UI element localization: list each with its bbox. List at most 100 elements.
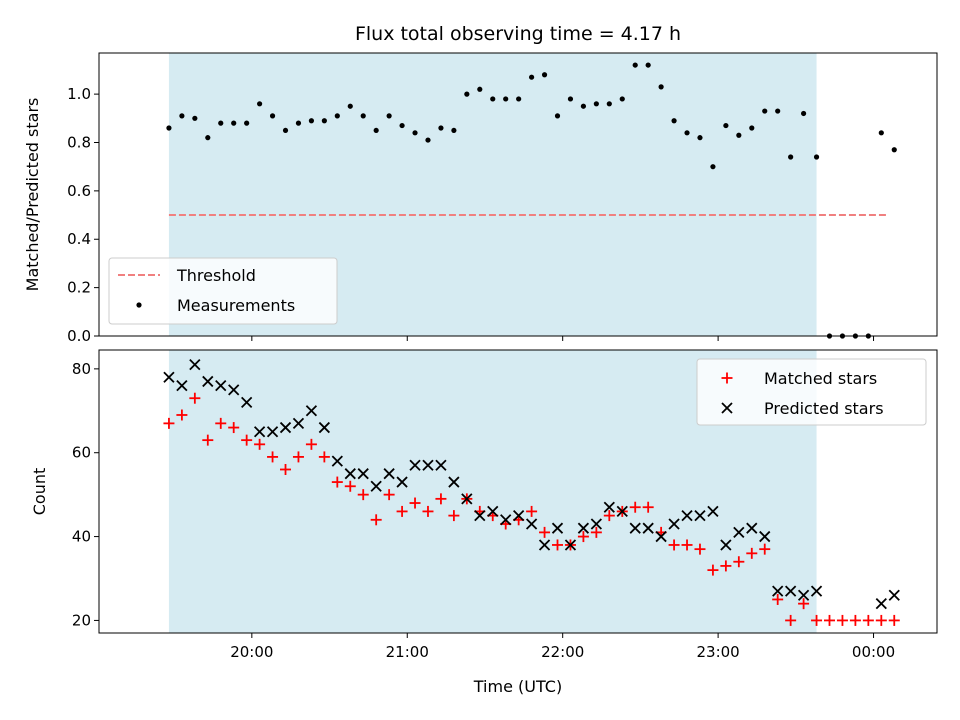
bottom-y-tick-label: 40 — [72, 528, 91, 546]
predicted-star-point — [797, 589, 810, 601]
matched-star-point — [849, 614, 861, 626]
matched-star-point — [681, 539, 693, 551]
x-marker-b — [603, 501, 615, 513]
x-marker-b — [513, 509, 525, 522]
x-marker-b — [810, 585, 823, 597]
matched-star-point — [707, 564, 719, 576]
matched-star-point — [668, 539, 680, 551]
matched-star-point — [318, 451, 330, 463]
measurement-point — [541, 72, 548, 78]
matched-star-point — [733, 556, 745, 568]
measurement-point — [762, 108, 768, 114]
x-marker-b — [422, 459, 434, 471]
predicted-star-point — [655, 530, 667, 543]
predicted-star-point — [383, 468, 395, 480]
bottom-legend-box — [696, 358, 927, 426]
x-axis-label: Time (UTC) — [473, 677, 562, 696]
legend-predicted-label: Predicted stars — [764, 399, 884, 418]
x-marker-b — [344, 468, 356, 480]
matched-star-point — [798, 598, 810, 610]
top-legend: Threshold Measurements — [108, 257, 338, 325]
matched-star-point — [215, 417, 227, 429]
measurement-point — [580, 103, 587, 109]
top-x-ticks — [251, 336, 875, 341]
predicted-star-point — [810, 585, 823, 597]
matched-star-point — [875, 614, 887, 626]
measurement-point — [231, 120, 237, 126]
measurement-point — [373, 127, 379, 134]
predicted-star-point — [681, 509, 693, 522]
matched-stars-points — [163, 392, 900, 626]
measurement-point — [775, 108, 781, 114]
predicted-star-point — [189, 359, 201, 371]
matched-star-point — [396, 505, 408, 517]
predicted-star-point — [616, 505, 628, 518]
top-y-axis-label: Matched/Predicted stars — [23, 98, 42, 292]
x-tick-label: 23:00 — [696, 643, 739, 661]
matched-star-point — [590, 526, 602, 538]
predicted-star-point — [888, 589, 900, 601]
x-marker-b — [318, 421, 331, 434]
legend-measurements-swatch — [136, 302, 142, 308]
x-marker-b — [435, 459, 447, 471]
predicted-star-point — [746, 522, 758, 534]
predicted-star-point — [215, 380, 227, 392]
x-tick-label: 21:00 — [386, 643, 429, 661]
measurement-point — [218, 120, 224, 126]
matched-star-point — [241, 434, 253, 446]
x-marker-b — [370, 480, 382, 492]
legend-plus-marker — [721, 372, 733, 384]
x-marker-b — [474, 509, 486, 522]
x-marker-b — [253, 426, 266, 438]
measurement-point — [269, 113, 276, 119]
measurement-point — [503, 96, 509, 102]
measurement-point — [593, 101, 599, 107]
x-tick-label: 22:00 — [541, 643, 584, 661]
predicted-star-point — [448, 476, 460, 488]
bottom-y-ticks: 20 40 60 80 — [72, 360, 99, 629]
x-marker-b — [409, 459, 421, 471]
measurement-point — [891, 147, 897, 153]
matched-star-point — [629, 501, 641, 513]
measurement-point — [658, 84, 664, 90]
matched-star-point — [577, 531, 589, 543]
predicted-star-point — [668, 518, 680, 530]
top-y-ticks: 0.0 0.2 0.4 0.6 0.8 1.0 — [67, 85, 99, 345]
x-marker-b — [616, 505, 628, 518]
predicted-star-point — [603, 501, 615, 513]
predicted-star-point — [318, 421, 331, 434]
predicted-star-point — [357, 468, 369, 480]
predicted-star-point — [292, 417, 305, 430]
matched-star-point — [642, 501, 654, 513]
predicted-star-point — [176, 380, 188, 392]
measurement-point — [477, 86, 483, 92]
matched-star-point — [331, 476, 343, 488]
measurement-point — [800, 110, 807, 117]
predicted-star-point — [202, 375, 214, 388]
measurement-point — [205, 135, 211, 141]
x-marker-b — [551, 522, 564, 534]
matched-star-point — [888, 614, 900, 626]
predicted-star-point — [538, 539, 551, 551]
measurement-point — [347, 103, 353, 109]
x-marker-b — [642, 522, 654, 534]
measurement-point — [813, 154, 820, 160]
measurement-point — [632, 62, 638, 68]
x-marker-b — [500, 514, 512, 526]
x-marker-b — [785, 585, 797, 597]
x-marker-b — [461, 493, 473, 505]
measurement-point — [788, 154, 794, 160]
top-y-tick-label: 0.6 — [67, 182, 91, 200]
ratio-panel: 0.0 0.2 0.4 0.6 0.8 1.0 Flux total observing … — [23, 23, 938, 345]
measurement-point — [295, 120, 302, 126]
measurement-point — [308, 118, 315, 124]
measurement-point — [451, 127, 457, 134]
matched-star-point — [189, 392, 201, 404]
predicted-star-point — [720, 539, 732, 551]
measurement-point — [257, 101, 263, 107]
matched-star-point — [694, 543, 706, 555]
bottom-x-ticks: 20:00 21:00 22:00 23:00 00:00 — [230, 633, 895, 661]
matched-star-point — [862, 614, 874, 626]
predicted-star-point — [629, 522, 641, 534]
matched-star-point — [823, 614, 835, 626]
